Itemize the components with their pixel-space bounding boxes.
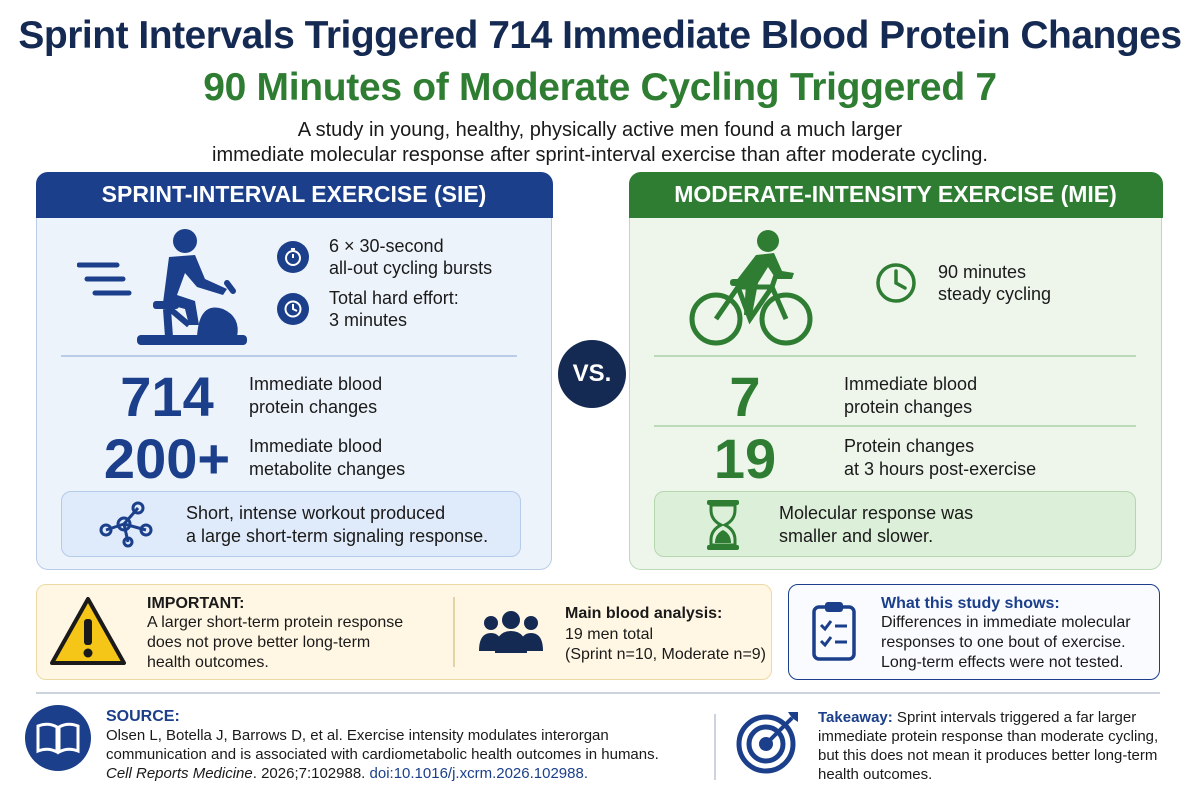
people-group-icon (479, 611, 543, 653)
sprint-note-line-2: a large short-term signaling response. (186, 526, 489, 546)
divider (453, 597, 455, 667)
stopwatch-icon (277, 241, 309, 273)
sprint-note-text: Short, intense workout produced a large … (186, 502, 488, 548)
sprint-note-line-1: Short, intense workout produced (186, 503, 446, 523)
sprint-metabolite-label-line-2: metabolite changes (249, 459, 406, 479)
moderate-summary-note: Molecular response was smaller and slowe… (654, 491, 1136, 557)
clock-icon (277, 293, 309, 325)
stationary-bike-rider-icon (77, 229, 247, 345)
divider (654, 355, 1136, 357)
cyclist-icon (689, 230, 813, 346)
subtitle: A study in young, healthy, physically ac… (150, 118, 1050, 168)
warning-triangle-icon (50, 597, 126, 665)
study-shows-line-1: Differences in immediate molecular (881, 614, 1131, 631)
divider (61, 355, 517, 357)
clock-icon (876, 263, 916, 303)
hourglass-icon (707, 500, 739, 550)
source-block: SOURCE: Olsen L, Botella J, Barrows D, e… (106, 708, 706, 783)
study-shows-line-2: responses to one bout of exercise. (881, 634, 1126, 651)
secondary-title: 90 Minutes of Moderate Cycling Triggered… (203, 66, 997, 109)
moderate-protein-label-line-2: protein changes (844, 397, 973, 417)
takeaway-line-4: health outcomes. (818, 766, 933, 783)
study-shows-line-3: Long-term effects were not tested. (881, 654, 1124, 671)
important-text: IMPORTANT: A larger short-term protein r… (147, 595, 403, 673)
moderate-3h-protein-label-line-1: Protein changes (844, 436, 975, 456)
moderate-panel-heading: MODERATE-INTENSITY EXERCISE (MIE) (628, 171, 1163, 218)
divider (654, 425, 1136, 427)
sprint-feature-effort: Total hard effort: 3 minutes (329, 287, 459, 331)
moderate-note-line-1: Molecular response was (779, 503, 974, 523)
moderate-note-line-2: smaller and slower. (779, 526, 934, 546)
moderate-note-text: Molecular response was smaller and slowe… (779, 502, 973, 548)
sprint-protein-label-line-1: Immediate blood (249, 374, 383, 394)
moderate-3h-protein-label-line-2: at 3 hours post-exercise (844, 459, 1037, 479)
sprint-feature-bursts-line-1: 6 × 30-second (329, 236, 444, 256)
analysis-text: Main blood analysis: 19 men total (Sprin… (565, 605, 766, 665)
important-line-3: health outcomes. (147, 654, 269, 671)
source-journal: Cell Reports Medicine (106, 765, 253, 782)
moderate-feature-line-1: 90 minutes (938, 262, 1027, 282)
sprint-feature-effort-line-1: Total hard effort: (329, 288, 459, 308)
sprint-panel-heading: SPRINT-INTERVAL EXERCISE (SIE) (35, 171, 553, 218)
moderate-protein-label: Immediate blood protein changes (844, 373, 977, 419)
analysis-title: Main blood analysis: (565, 605, 723, 622)
sprint-protein-label-line-2: protein changes (249, 397, 378, 417)
sprint-metabolite-count: 200+ (103, 427, 231, 490)
takeaway-block: Takeaway: Sprint intervals triggered a f… (818, 708, 1168, 784)
sprint-metabolite-label-line-1: Immediate blood (249, 436, 383, 456)
moderate-feature-duration: 90 minutes steady cycling (938, 261, 1051, 305)
important-callout: IMPORTANT: A larger short-term protein r… (36, 584, 772, 680)
open-book-icon (25, 705, 91, 771)
source-line-3: Cell Reports Medicine. 2026;7:102988. do… (106, 764, 706, 783)
sprint-protein-count: 714 (120, 365, 214, 428)
sprint-feature-effort-line-2: 3 minutes (329, 310, 408, 330)
network-nodes-icon (99, 501, 153, 548)
source-line-2: communication and is associated with car… (106, 746, 659, 763)
moderate-3h-protein-count: 19 (713, 427, 777, 490)
study-shows-title: What this study shows: (881, 595, 1060, 612)
moderate-protein-count: 7 (729, 365, 761, 428)
moderate-intensity-panel: MODERATE-INTENSITY EXERCISE (MIE) 90 min… (628, 171, 1163, 570)
vs-badge: VS. (558, 340, 626, 408)
important-line-2: does not prove better long-term (147, 634, 371, 651)
moderate-3h-protein-label: Protein changes at 3 hours post-exercise (844, 435, 1036, 481)
divider (714, 714, 716, 780)
analysis-line-1: 19 men total (565, 626, 654, 643)
subtitle-line-1: A study in young, healthy, physically ac… (297, 119, 903, 141)
moderate-feature-line-2: steady cycling (938, 284, 1052, 304)
sprint-feature-bursts-line-2: all-out cycling bursts (329, 258, 493, 278)
sprint-feature-bursts: 6 × 30-second all-out cycling bursts (329, 235, 492, 279)
important-line-1: A larger short-term protein response (147, 614, 404, 631)
study-shows-text: What this study shows: Differences in im… (881, 595, 1131, 673)
sprint-metabolite-label: Immediate blood metabolite changes (249, 435, 405, 481)
target-arrow-icon (736, 712, 798, 774)
study-shows-callout: What this study shows: Differences in im… (788, 584, 1160, 680)
source-line-1: Olsen L, Botella J, Barrows D, et al. Ex… (106, 727, 609, 744)
sprint-interval-panel: SPRINT-INTERVAL EXERCISE (SIE) 6 × 30-se… (35, 171, 553, 570)
takeaway-line-1: Takeaway: Sprint intervals triggered a f… (818, 708, 1168, 727)
clipboard-checklist-icon (812, 602, 856, 661)
sprint-protein-label: Immediate blood protein changes (249, 373, 382, 419)
main-title: Sprint Intervals Triggered 714 Immediate… (18, 14, 1182, 57)
source-label: SOURCE: (106, 708, 180, 725)
analysis-line-2: (Sprint n=10, Moderate n=9) (565, 646, 767, 663)
sprint-summary-note: Short, intense workout produced a large … (61, 491, 521, 557)
takeaway-text-1: Sprint intervals triggered a far larger (892, 709, 1137, 726)
source-citation: . 2026;7:102988. (252, 765, 370, 782)
takeaway-line-3: but this does not mean it produces bette… (818, 747, 1158, 764)
takeaway-line-2: immediate protein response than moderate… (818, 728, 1159, 745)
subtitle-line-2: immediate molecular response after sprin… (212, 144, 988, 166)
takeaway-label: Takeaway: (818, 709, 893, 726)
important-title: IMPORTANT: (147, 595, 245, 612)
divider (36, 692, 1160, 694)
source-doi-link[interactable]: doi:10.1016/j.xcrm.2026.102988. (369, 765, 589, 782)
moderate-protein-label-line-1: Immediate blood (844, 374, 978, 394)
